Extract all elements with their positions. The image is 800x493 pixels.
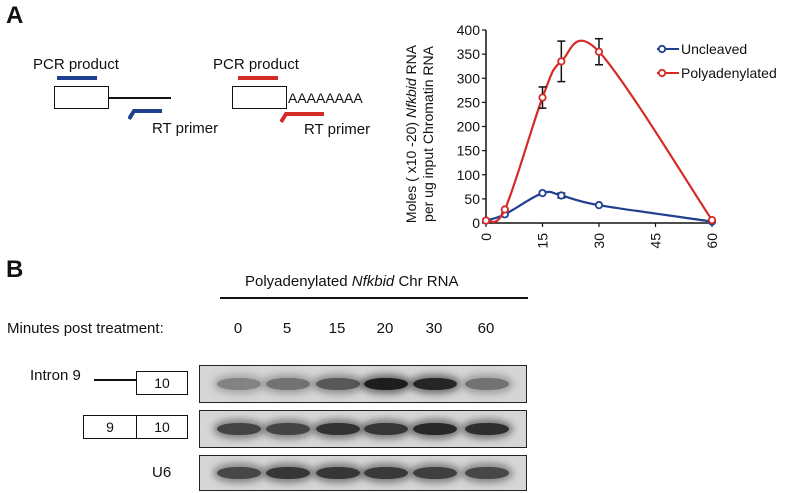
timepoint-label: 20: [376, 320, 394, 337]
left-pcr-product-bar: [57, 76, 97, 80]
data-point-polyadenylated: [500, 205, 509, 214]
u6-band: [364, 467, 408, 479]
polya-tail-text: AAAAAAAA: [288, 90, 363, 106]
u6-band: [266, 467, 310, 479]
exon-9-10-band: [465, 423, 509, 435]
intron-9-band: [217, 378, 261, 390]
u6-band: [465, 467, 509, 479]
left-intron-line: [109, 97, 171, 99]
y-axis-title: Moles ( x10 -20) Nfkbid RNA per ug input…: [403, 44, 436, 223]
u6-band: [217, 467, 261, 479]
chart-legend: Uncleaved Polyadenylated: [657, 41, 777, 81]
timepoint-label: 15: [328, 320, 346, 337]
left-rt-primer-arrow: [128, 109, 162, 121]
exon-9-10-band: [217, 423, 261, 435]
panel-label-b: B: [6, 256, 24, 283]
y-tick-label: 0: [472, 215, 480, 231]
y-tick-label: 400: [457, 22, 481, 38]
data-point-polyadenylated: [481, 216, 491, 225]
exon-9-10-band: [364, 423, 408, 435]
gel-title-part-1: Polyadenylated: [245, 273, 352, 290]
left-exon-box: [54, 86, 109, 109]
intron-9-band: [364, 378, 408, 390]
gel-title: Polyadenylated Nfkbid Chr RNA: [245, 273, 458, 290]
gel-title-part-3: Chr RNA: [394, 273, 459, 290]
left-pcr-product-label: PCR product: [33, 56, 119, 73]
legend-marker-polyadenylated: [657, 68, 667, 78]
series-line-polyadenylated: [485, 39, 713, 224]
y-tick-label: 250: [457, 94, 481, 110]
x-tick-label: 0: [478, 233, 494, 241]
y-axis-title-part-1: Moles ( x10 -20): [403, 118, 419, 223]
exon-10-number: 10: [154, 419, 170, 435]
intron-9-band: [465, 378, 509, 390]
svg-text:Moles ( x10 -20) Nfkbid RNA: Moles ( x10 -20) Nfkbid RNA: [403, 44, 419, 223]
y-tick-label: 100: [457, 167, 481, 183]
u6-band: [316, 467, 360, 479]
line-chart: Moles ( x10 -20) Nfkbid RNA per ug input…: [403, 22, 777, 249]
x-tick-label: 15: [535, 233, 551, 249]
exon-10-box: 10: [136, 415, 188, 439]
intron-9-line: [94, 379, 136, 381]
x-tick-label: 60: [704, 233, 720, 249]
gel-u6: [199, 455, 527, 491]
gel-title-gene: Nfkbid: [351, 273, 395, 290]
u6-label: U6: [152, 464, 172, 481]
y-tick-label: 300: [457, 70, 481, 86]
y-tick-label: 150: [457, 143, 481, 159]
timepoint-label: 30: [425, 320, 443, 337]
right-pcr-product-bar: [238, 76, 278, 80]
y-tick-label: 350: [457, 46, 481, 62]
legend-label-polyadenylated: Polyadenylated: [681, 65, 777, 81]
exon-9-10-band: [413, 423, 457, 435]
y-axis-title-line-2: per ug input Chromatin RNA: [420, 45, 436, 222]
intron-9-band: [266, 378, 310, 390]
right-exon-box: [232, 86, 287, 109]
legend-label-uncleaved: Uncleaved: [681, 41, 747, 57]
gel-exon-9-10: [199, 410, 527, 448]
data-point-uncleaved: [594, 201, 604, 210]
timepoint-label: 60: [477, 320, 495, 337]
right-rt-primer-label: RT primer: [304, 121, 371, 138]
data-point-uncleaved: [557, 191, 566, 200]
data-point-polyadenylated: [707, 216, 717, 225]
data-point-polyadenylated: [594, 47, 604, 56]
legend-marker-uncleaved: [657, 44, 667, 54]
right-rt-primer-arrow: [280, 112, 324, 124]
minutes-post-treatment-label: Minutes post treatment:: [7, 320, 164, 337]
gel-intron-9: [199, 365, 527, 403]
intron-exon-10-number: 10: [154, 375, 170, 391]
panel-label-a: A: [6, 2, 24, 29]
intron-exon-10-box: 10: [136, 371, 188, 395]
intron-9-band: [413, 378, 457, 390]
intron-9-band: [316, 378, 360, 390]
gel-title-underline: [220, 297, 528, 299]
x-tick-label: 30: [591, 233, 607, 249]
exon-9-number: 9: [106, 419, 114, 435]
timepoint-label: 5: [282, 320, 292, 337]
left-rt-primer-label: RT primer: [152, 120, 219, 137]
data-point-polyadenylated: [538, 93, 547, 102]
y-axis-title-gene: Nfkbid: [403, 77, 419, 118]
y-axis-title-part-3: RNA: [403, 44, 419, 78]
right-pcr-product-label: PCR product: [213, 56, 299, 73]
y-tick-label: 50: [464, 191, 480, 207]
x-tick-label: 45: [648, 233, 664, 249]
data-point-uncleaved: [538, 188, 547, 198]
y-tick-label: 200: [457, 119, 481, 135]
u6-band: [413, 467, 457, 479]
data-point-polyadenylated: [557, 57, 566, 66]
exon-9-box: 9: [83, 415, 137, 439]
timepoint-label: 0: [233, 320, 243, 337]
intron-9-label: Intron 9: [30, 367, 81, 384]
exon-9-10-band: [316, 423, 360, 435]
exon-9-10-band: [266, 423, 310, 435]
